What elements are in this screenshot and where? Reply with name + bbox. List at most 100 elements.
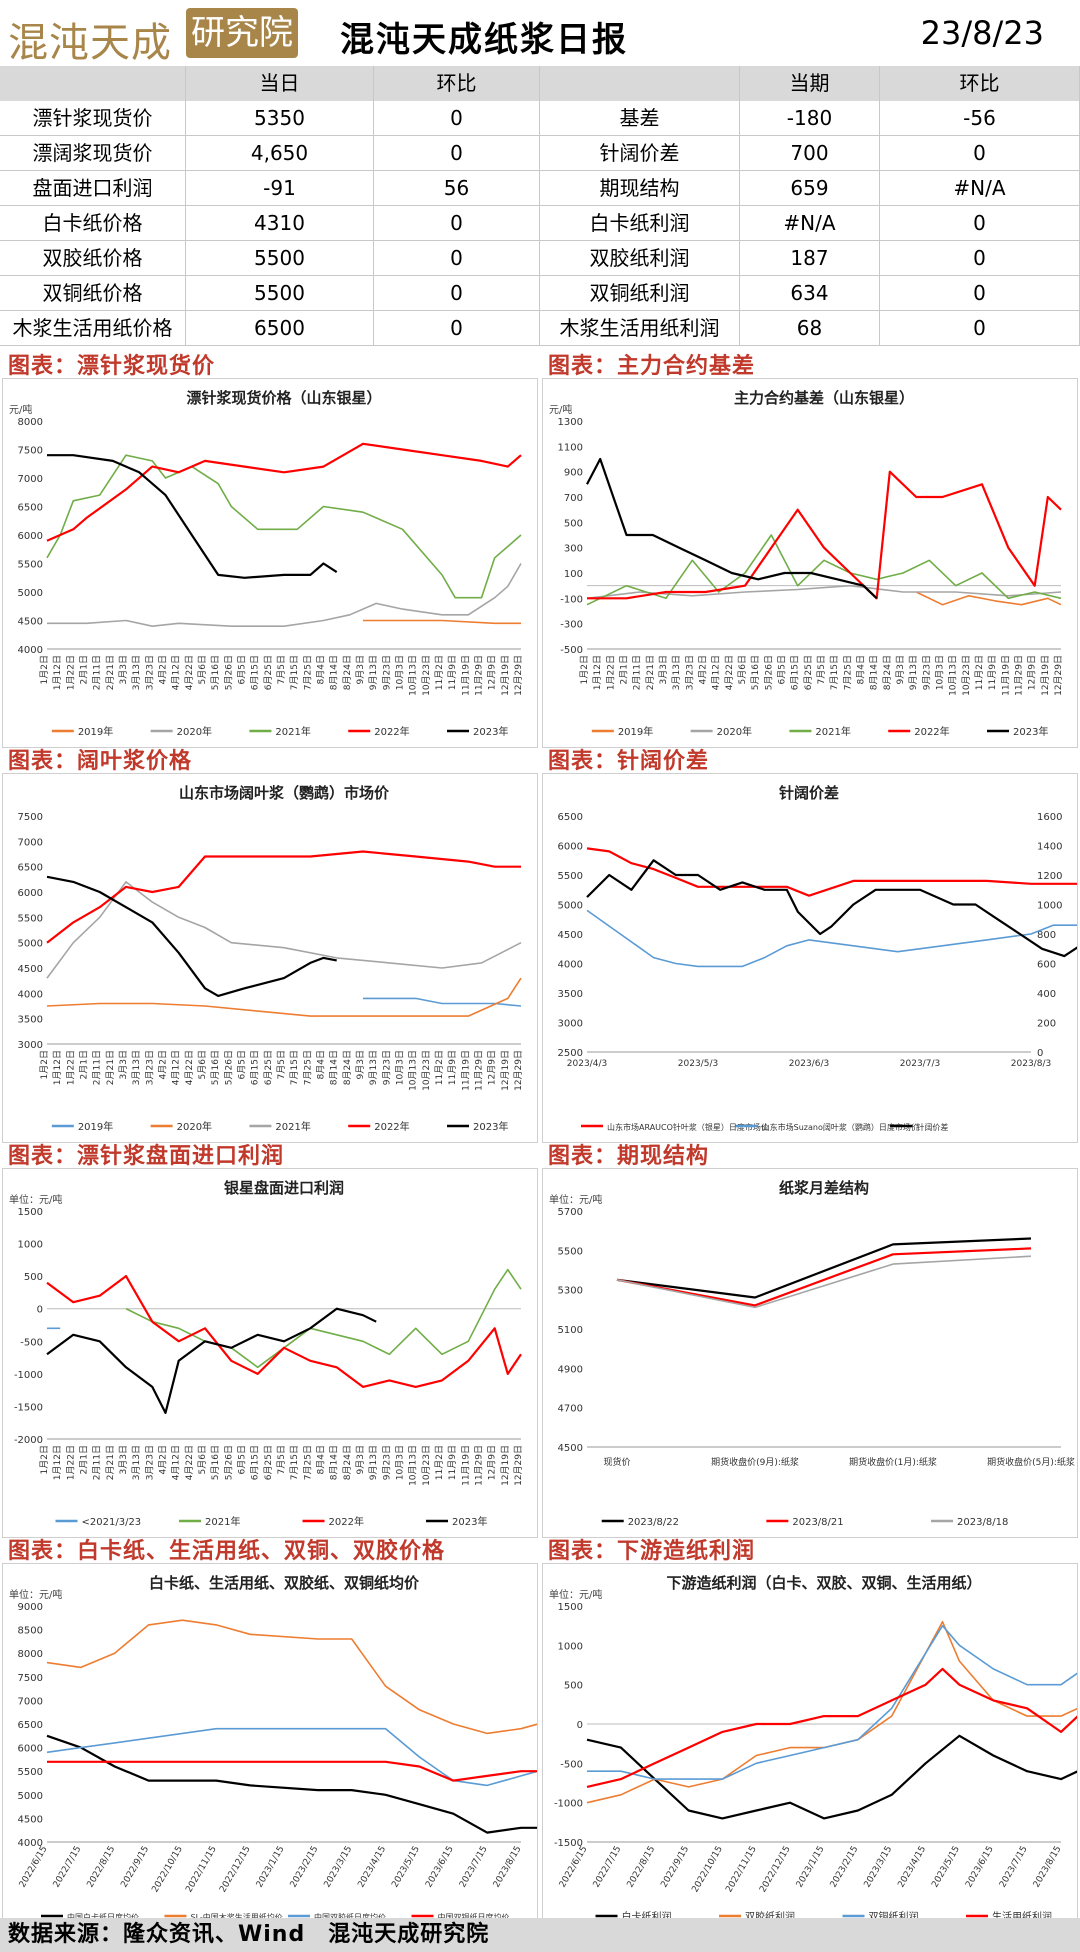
x-tick-label: 2月1日 <box>619 655 630 684</box>
x-tick-label: 6月15日 <box>250 655 261 690</box>
legend-label: 2021年 <box>275 1120 310 1133</box>
legend-label: 中国双胶纸日度均价 <box>314 1912 386 1922</box>
data-source-footer: 数据来源：隆众资讯、Wind 混沌天成研究院 <box>0 1918 1080 1952</box>
unit-label: 单位：元/吨 <box>549 1193 602 1206</box>
x-tick-label: 4月12日 <box>171 1050 182 1085</box>
y-tick-label: 6000 <box>18 1744 43 1755</box>
y-tick-label: 1100 <box>558 442 583 453</box>
x-tick-label: 2022/10/15 <box>690 1845 725 1895</box>
x-tick-label: 1月12日 <box>52 1445 63 1480</box>
table-header-cell: 当日 <box>186 66 374 101</box>
x-tick-label: 4月22日 <box>724 655 735 690</box>
x-tick-label: 12月29日 <box>513 655 524 696</box>
table-cell: 0 <box>880 136 1080 171</box>
x-tick-label: 2月1日 <box>79 1050 90 1079</box>
series-line <box>46 454 522 599</box>
series-line <box>47 1760 538 1782</box>
x-tick-label: 10月3日 <box>395 1445 406 1480</box>
x-tick-label: 2022/12/15 <box>758 1845 793 1895</box>
x-tick-label: 2022/11/15 <box>724 1845 759 1895</box>
x-tick-label: 4月12日 <box>711 655 722 690</box>
table-cell: 0 <box>374 276 540 311</box>
x-tick-label: 1月22日 <box>65 1050 76 1085</box>
x-tick-label: 11月9日 <box>987 655 998 690</box>
table-cell: #N/A <box>740 206 880 241</box>
series-line <box>616 1255 1032 1309</box>
y-tick-label: 8000 <box>18 417 43 428</box>
y2-tick-label: 1200 <box>1037 871 1062 882</box>
chart-panel: 主力合约基差（山东银星） 元/吨 -500 -300 -100 100 300 500 700 9… <box>542 378 1078 748</box>
y-tick-label: 4500 <box>18 1814 43 1825</box>
x-tick-label: 12月29日 <box>513 1445 524 1486</box>
chart-panel: 下游造纸利润（白卡、双胶、双铜、生活用纸） 单位：元/吨 -1500 -1000 -50… <box>542 1563 1079 1933</box>
x-tick-label: 2月11日 <box>92 1445 103 1480</box>
y-tick-label: -1500 <box>554 1838 583 1849</box>
section-title: 图表：期现结构 <box>548 1144 710 1169</box>
table-cell: 木浆生活用纸利润 <box>540 311 740 346</box>
table-cell: 0 <box>880 241 1080 276</box>
section-title: 图表：下游造纸利润 <box>548 1539 756 1564</box>
x-tick-label: 2月11日 <box>632 655 643 690</box>
x-tick-label: 6月5日 <box>237 1445 248 1474</box>
x-tick-label: 7月5日 <box>276 1050 287 1079</box>
chart-c1: 漂针浆现货价格（山东银星） 元/吨 4000 4500 5000 5500 6000 6500… <box>9 389 524 738</box>
table-row: 双胶纸价格 5500 0 双胶纸利润 187 0 <box>0 241 1080 276</box>
x-tick-label: 10月3日 <box>935 655 946 690</box>
chart-panel: 针阔价差 2500 3000 3500 4000 4500 5000 5500 6000 6500… <box>542 773 1080 1143</box>
x-tick-label: 8月4日 <box>316 1445 327 1474</box>
legend-label: 2021年 <box>815 725 850 738</box>
y-tick-label: 6500 <box>18 1720 43 1731</box>
chart-c8: 下游造纸利润（白卡、双胶、双铜、生活用纸） 单位：元/吨 -1500 -1000 -50… <box>549 1574 1079 1923</box>
y-tick-label: -100 <box>560 594 583 605</box>
y-tick-label: 3500 <box>558 989 583 1000</box>
x-tick-label: 6月25日 <box>263 1050 274 1085</box>
chart-panel: 银星盘面进口利润 单位：元/吨 -2000 -1500 -1000 -500 0 500 100… <box>2 1168 538 1538</box>
x-tick-label: 7月5日 <box>816 655 827 684</box>
x-tick-label: 12月9日 <box>487 1050 498 1085</box>
legend-label: 2022年 <box>914 725 949 738</box>
x-tick-label: 现货价 <box>603 1456 630 1468</box>
chart-panel: 白卡纸、生活用纸、双胶纸、双铜纸均价 单位：元/吨 4000 4500 5000 5500… <box>2 1563 539 1933</box>
x-tick-label: 3月23日 <box>144 1445 155 1480</box>
x-tick-label: 2023/6/15 <box>964 1845 996 1890</box>
x-tick-label: 7月25日 <box>302 1445 313 1480</box>
x-tick-label: 4月2日 <box>158 1445 169 1474</box>
legend-label: 山东市场ARAUCO针叶浆（银星）日度市场价 <box>607 1122 769 1132</box>
x-tick-label: 3月13日 <box>671 655 682 690</box>
x-tick-label: 10月23日 <box>421 655 432 696</box>
x-tick-label: 9月13日 <box>368 655 379 690</box>
table-cell: 187 <box>740 241 880 276</box>
y2-tick-label: 1400 <box>1037 842 1062 853</box>
x-tick-label: 1月22日 <box>65 655 76 690</box>
y-tick-label: 500 <box>24 1272 43 1283</box>
x-tick-label: 6月5日 <box>777 655 788 684</box>
x-tick-label: 9月23日 <box>921 655 932 690</box>
y-tick-label: 1500 <box>558 1602 583 1613</box>
x-tick-label: 2023/3/15 <box>863 1845 895 1890</box>
x-tick-label: 2023/6/15 <box>424 1845 456 1890</box>
table-row: 漂阔浆现货价 4,650 0 针阔价差 700 0 <box>0 136 1080 171</box>
y-tick-label: 6000 <box>18 531 43 542</box>
y2-tick-label: 800 <box>1037 930 1056 941</box>
table-row: 木浆生活用纸价格 6500 0 木浆生活用纸利润 68 0 <box>0 311 1080 346</box>
x-tick-label: 2022/7/15 <box>592 1845 624 1890</box>
series-line <box>46 875 337 997</box>
x-tick-label: 5月6日 <box>197 655 208 684</box>
x-tick-label: 5月26日 <box>223 1050 234 1085</box>
x-tick-label: 1月12日 <box>52 1050 63 1085</box>
chart-panel: 山东市场阔叶浆（鹦鹉）市场价 3000 3500 4000 4500 5000 5500 60… <box>2 773 538 1143</box>
y-tick-label: 8000 <box>18 1649 43 1660</box>
y-tick-label: 4500 <box>18 964 43 975</box>
chart-c3: 山东市场阔叶浆（鹦鹉）市场价 3000 3500 4000 4500 5000 5500 60… <box>18 784 524 1133</box>
table-cell: 68 <box>740 311 880 346</box>
x-tick-label: 5月16日 <box>210 1050 221 1085</box>
x-tick-label: 7月15日 <box>289 1050 300 1085</box>
x-tick-label: 2023/1/15 <box>255 1845 287 1890</box>
chart-title: 针阔价差 <box>779 784 839 802</box>
legend-label: 针阔价差 <box>916 1122 948 1132</box>
x-tick-label: 12月19日 <box>500 1050 511 1091</box>
y-tick-label: 5000 <box>18 588 43 599</box>
y-tick-label: 4000 <box>558 960 583 971</box>
legend-label: 2021年 <box>205 1515 240 1528</box>
